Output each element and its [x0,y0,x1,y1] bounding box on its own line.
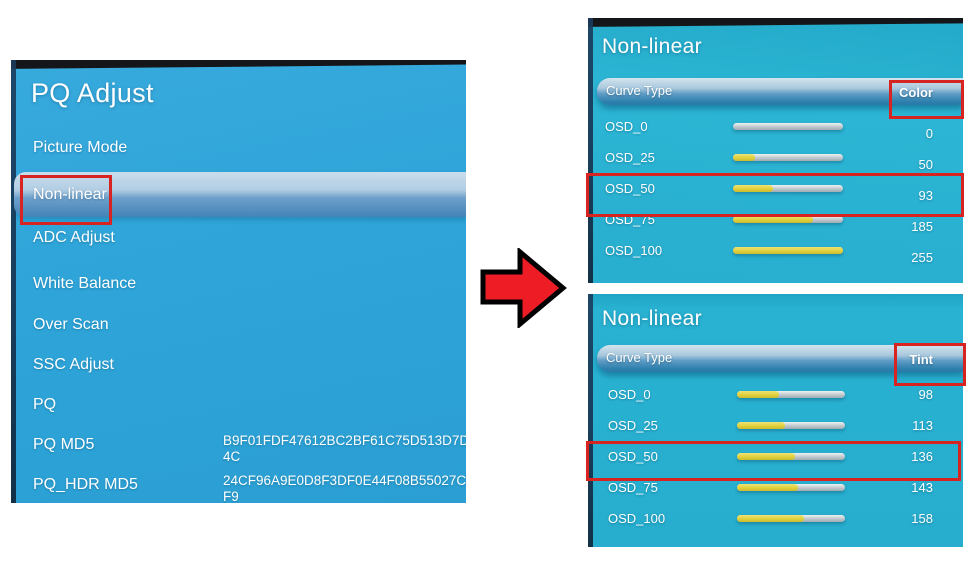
slider-track[interactable] [737,515,845,522]
menu-item-adc-adjust[interactable]: ADC Adjust [33,228,458,248]
osd-label: OSD_100 [608,511,666,526]
curve-type-value[interactable]: Tint [909,352,933,367]
osd-label: OSD_0 [608,387,651,402]
osd-row-osd-75[interactable]: OSD_75 143 [588,472,963,503]
osd-value: 113 [912,418,933,433]
slider-fill [733,216,813,223]
menu-item-ssc-adjust[interactable]: SSC Adjust [33,355,458,375]
highlight-box-color-value [889,80,964,119]
pq-adjust-panel: PQ Adjust Picture Mode Non-linear ADC Adju… [11,60,466,503]
osd-value: 50 [918,157,933,172]
menu-item-label: White Balance [33,275,137,292]
osd-row-osd-50[interactable]: OSD_50 93 [588,173,963,204]
menu-item-label: Non-linear [33,186,107,203]
slider-fill [733,154,755,161]
menu-item-value: B9F01FDF47612BC2BF61C75D513D7D4C [223,433,466,464]
slider-track[interactable] [733,154,843,161]
osd-value: 0 [925,126,933,141]
slider-track[interactable] [733,216,843,223]
menu-item-non-linear[interactable]: Non-linear [33,185,458,205]
panel-title: Non-linear [602,35,702,58]
menu-item-label: PQ_HDR MD5 [33,476,138,493]
osd-row-osd-100[interactable]: OSD_100 255 [588,235,963,266]
menu-item-picture-mode[interactable]: Picture Mode [33,138,458,158]
nonlinear-color-panel: Non-linear Curve Type Color OSD_0 0 OSD_25… [588,18,963,283]
osd-label: OSD_25 [605,150,655,165]
red-right-arrow-icon [480,248,567,328]
panel-title: Non-linear [602,307,702,330]
slider-track[interactable] [737,391,845,398]
highlight-box-nonlinear-item [20,175,112,225]
osd-value: 255 [911,250,933,265]
slider-fill [737,484,798,491]
highlight-box-tint-osd50-row [586,441,961,481]
osd-label: OSD_75 [608,480,658,495]
curve-type-row[interactable]: Curve Type Color [597,78,963,105]
osd-row-osd-0[interactable]: OSD_0 98 [588,379,963,410]
menu-item-label: Picture Mode [33,139,128,156]
osd-label: OSD_0 [605,119,648,134]
osd-row-osd-0[interactable]: OSD_0 0 [588,111,963,142]
curve-type-row[interactable]: Curve Type Tint [597,345,963,372]
slider-fill [737,453,795,460]
menu-item-label: ADC Adjust [33,229,115,246]
menu-item-over-scan[interactable]: Over Scan [33,315,458,335]
screen-bezel-edge [588,18,593,283]
screen-bezel-edge [588,18,963,27]
screen-bezel-edge [588,294,593,547]
menu-item-value: 24CF96A9E0D8F3DF0E44F08B55027CF9 [223,473,466,503]
slider-fill [737,422,785,429]
page-title: PQ Adjust [31,78,154,108]
menu-item-label: PQ [33,396,57,413]
osd-label: OSD_25 [608,418,658,433]
slider-track[interactable] [733,185,843,192]
menu-item-white-balance[interactable]: White Balance [33,274,458,294]
highlight-box-tint-value [894,343,966,386]
osd-value: 98 [918,387,933,402]
slider-fill [733,185,774,192]
osd-value: 185 [911,219,933,234]
osd-value: 93 [918,188,933,203]
curve-type-label: Curve Type [606,350,673,365]
osd-row-osd-50[interactable]: OSD_50 136 [588,441,963,472]
osd-label: OSD_50 [605,181,655,196]
osd-row-osd-25[interactable]: OSD_25 113 [588,410,963,441]
menu-item-pq[interactable]: PQ [33,395,458,415]
nonlinear-tint-panel: Non-linear Curve Type Tint OSD_0 98 OSD_25… [588,294,963,547]
osd-row-osd-25[interactable]: OSD_25 50 [588,142,963,173]
pq-adjust-menu: Picture Mode Non-linear ADC Adjust White Ba… [11,60,466,503]
osd-rows: OSD_0 0 OSD_25 50 OSD_50 93 OSD_75 185 OSD_100 25… [588,111,963,266]
menu-item-pq-md5[interactable]: PQ MD5 B9F01FDF47612BC2BF61C75D513D7D4C [33,433,466,464]
osd-value: 136 [911,449,933,464]
osd-rows: OSD_0 98 OSD_25 113 OSD_50 136 OSD_75 143 OSD_10… [588,379,963,534]
slider-track[interactable] [737,422,845,429]
curve-type-label: Curve Type [606,83,673,98]
slider-track[interactable] [733,123,843,130]
slider-fill [737,515,804,522]
osd-label: OSD_100 [605,243,663,258]
menu-item-label: SSC Adjust [33,356,114,373]
osd-value: 158 [911,511,933,526]
selected-item-bar [14,172,466,217]
osd-row-osd-100[interactable]: OSD_100 158 [588,503,963,534]
menu-item-label: PQ MD5 [33,436,95,453]
curve-type-value[interactable]: Color [899,85,933,100]
menu-item-pq-hdr-md5[interactable]: PQ_HDR MD5 24CF96A9E0D8F3DF0E44F08B55027C… [33,473,466,503]
osd-label: OSD_50 [608,449,658,464]
highlight-box-color-osd50-row [586,173,964,217]
slider-track[interactable] [733,247,843,254]
screen-bezel-edge [11,60,16,503]
slider-track[interactable] [737,453,845,460]
slider-track[interactable] [737,484,845,491]
slider-fill [733,247,843,254]
slider-fill [737,391,779,398]
menu-item-label: Over Scan [33,316,109,333]
osd-value: 143 [911,480,933,495]
